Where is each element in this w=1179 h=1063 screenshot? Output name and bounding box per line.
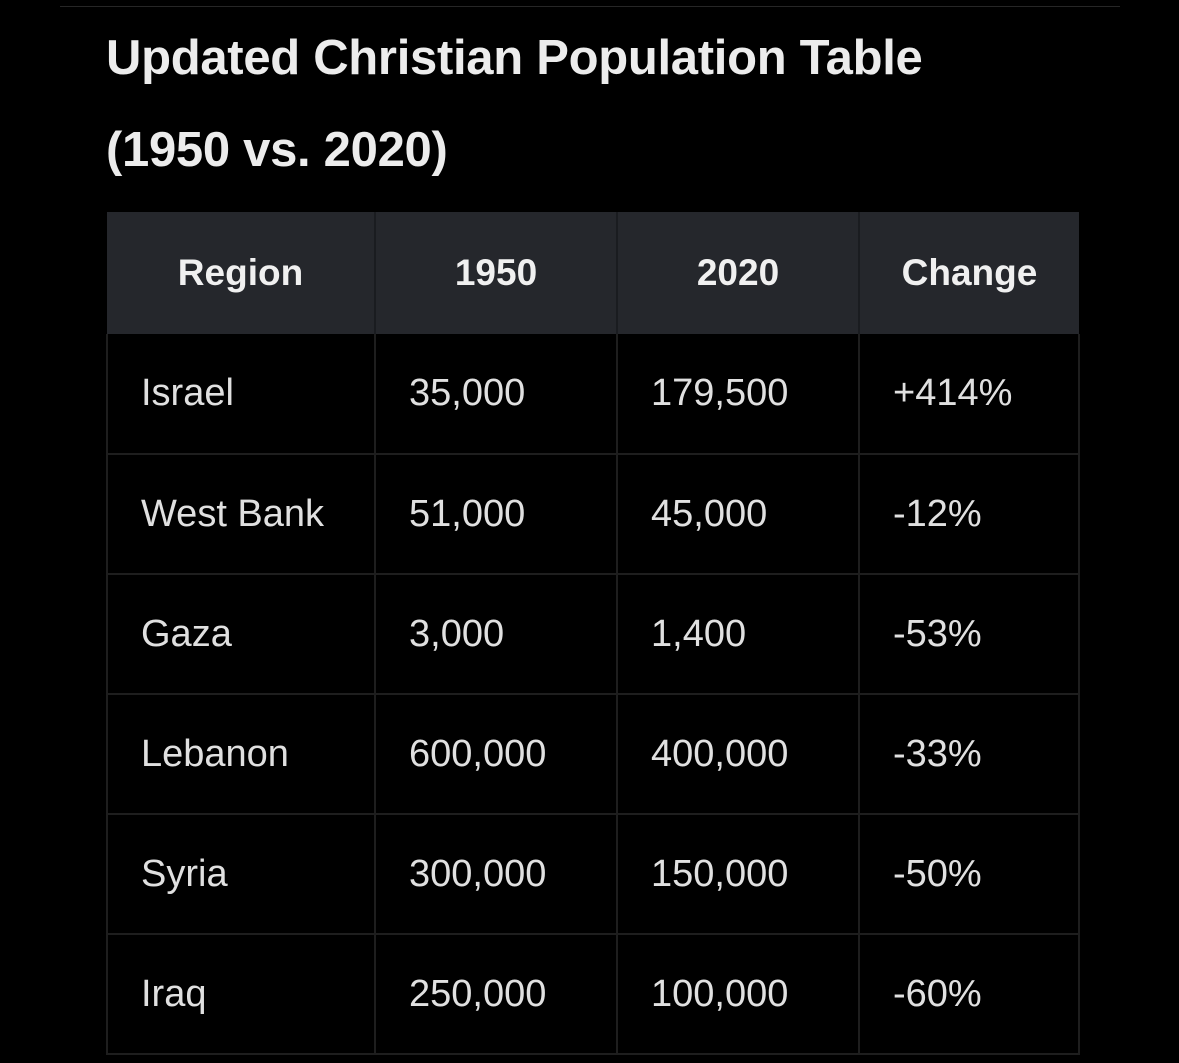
header-2020: 2020 [617,212,860,334]
cell-change: -12% [859,454,1080,575]
cell-region: Iraq [106,934,376,1055]
table-row: West Bank 51,000 45,000 -12% [106,454,1080,575]
title-line-1: Updated Christian Population Table [106,31,923,85]
cell-1950: 35,000 [375,334,618,455]
cell-change: -53% [859,574,1080,695]
cell-2020: 45,000 [617,454,860,575]
page-title: Updated Christian Population Table (1950… [106,12,1106,196]
cell-change: -33% [859,694,1080,815]
table-row: Gaza 3,000 1,400 -53% [106,574,1080,695]
cell-region: Israel [106,334,376,455]
table-row: Syria 300,000 150,000 -50% [106,814,1080,935]
cell-region: Gaza [106,574,376,695]
header-1950: 1950 [375,212,618,334]
header-region: Region [107,212,376,334]
cell-change: +414% [859,334,1080,455]
cell-1950: 600,000 [375,694,618,815]
header-change: Change [859,212,1079,334]
table-header-row: Region 1950 2020 Change [107,212,1079,334]
cell-change: -60% [859,934,1080,1055]
table-row: Iraq 250,000 100,000 -60% [106,934,1080,1055]
cell-2020: 1,400 [617,574,860,695]
cell-1950: 300,000 [375,814,618,935]
cell-2020: 100,000 [617,934,860,1055]
cell-region: Syria [106,814,376,935]
cell-1950: 3,000 [375,574,618,695]
cell-2020: 400,000 [617,694,860,815]
cell-2020: 150,000 [617,814,860,935]
cell-region: Lebanon [106,694,376,815]
table-row: Israel 35,000 179,500 +414% [106,334,1080,455]
title-line-2: (1950 vs. 2020) [106,123,448,177]
cell-region: West Bank [106,454,376,575]
population-table: Region 1950 2020 Change Israel 35,000 17… [106,212,1080,1055]
table-row: Lebanon 600,000 400,000 -33% [106,694,1080,815]
cell-change: -50% [859,814,1080,935]
cell-1950: 51,000 [375,454,618,575]
top-divider [60,6,1120,7]
cell-1950: 250,000 [375,934,618,1055]
cell-2020: 179,500 [617,334,860,455]
